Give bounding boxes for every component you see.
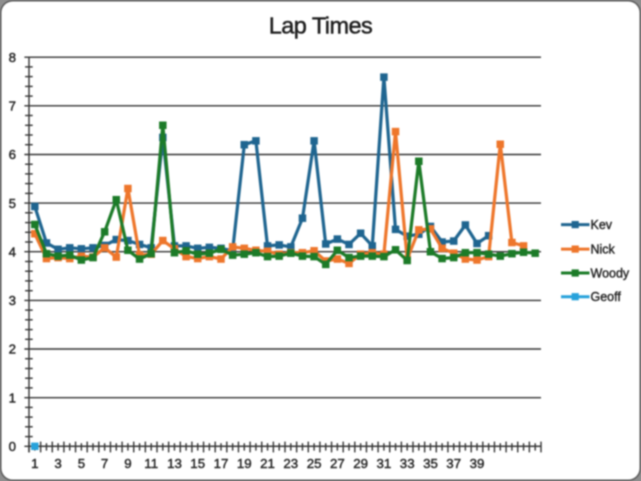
svg-text:11: 11 [144,456,158,471]
svg-text:Geoff: Geoff [591,290,622,304]
svg-text:29: 29 [353,456,368,471]
svg-text:9: 9 [124,456,131,471]
svg-text:1: 1 [31,456,38,471]
svg-text:6: 6 [9,147,16,162]
svg-text:17: 17 [214,456,229,471]
svg-text:3: 3 [54,456,61,471]
svg-text:39: 39 [470,456,485,471]
svg-text:Nick: Nick [591,243,616,257]
svg-text:Woody: Woody [591,266,630,280]
svg-text:15: 15 [190,456,205,471]
svg-text:19: 19 [237,456,252,471]
svg-text:Lap Times: Lap Times [269,13,372,39]
svg-text:5: 5 [78,456,85,471]
svg-text:37: 37 [446,456,461,471]
svg-text:33: 33 [400,456,415,471]
svg-text:7: 7 [101,456,108,471]
svg-text:1: 1 [9,390,16,405]
svg-text:23: 23 [283,456,298,471]
svg-text:Kev: Kev [591,218,613,232]
svg-text:21: 21 [260,456,275,471]
svg-text:5: 5 [9,196,16,211]
svg-text:8: 8 [9,50,16,65]
svg-text:4: 4 [9,244,16,259]
svg-text:27: 27 [330,456,345,471]
svg-text:7: 7 [9,99,16,114]
svg-text:25: 25 [307,456,322,471]
svg-text:3: 3 [9,293,16,308]
svg-text:2: 2 [9,342,16,357]
svg-text:13: 13 [167,456,182,471]
svg-text:0: 0 [9,439,16,454]
svg-text:31: 31 [377,456,392,471]
svg-text:35: 35 [423,456,438,471]
